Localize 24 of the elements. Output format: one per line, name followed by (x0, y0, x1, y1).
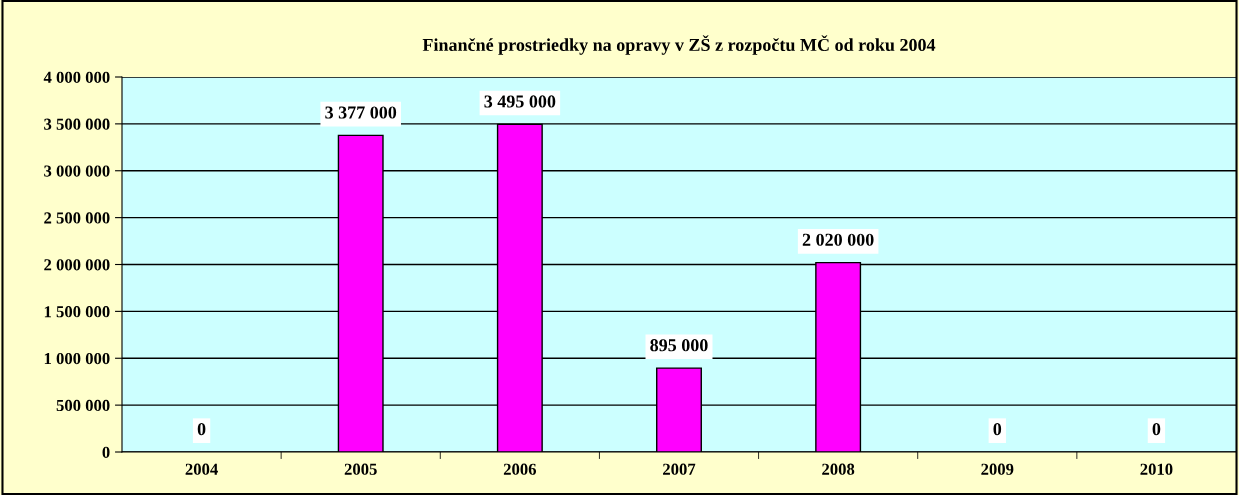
data-label: 0 (993, 423, 1002, 436)
y-tick-label: 1 000 000 (44, 352, 110, 365)
x-tick-label: 2006 (503, 463, 537, 475)
y-tick-label: 0 (102, 446, 110, 458)
data-label: 0 (197, 423, 206, 436)
x-tick-label: 2004 (185, 463, 218, 475)
data-label: 3 495 000 (484, 95, 556, 108)
x-tick-label: 2009 (981, 463, 1014, 475)
y-tick-label: 1 500 000 (44, 306, 110, 318)
x-tick-label: 2008 (822, 463, 855, 475)
data-label: 895 000 (650, 339, 708, 352)
y-tick-label: 4 000 000 (43, 71, 110, 83)
x-tick-label: 2010 (1140, 463, 1173, 475)
data-label: 3 377 000 (325, 106, 397, 119)
y-tick-label: 2 500 000 (44, 212, 110, 224)
x-tick-label: 2007 (663, 463, 696, 475)
y-tick-label: 500 000 (56, 399, 110, 412)
x-tick-label: 2005 (344, 463, 377, 475)
data-label: 2 020 000 (802, 233, 874, 246)
y-tick-label: 2 000 000 (44, 259, 110, 271)
y-tick-label: 3 000 000 (44, 165, 110, 177)
chart-title: Finančné prostriedky na opravy v ZŠ z rozpočtu MČ od roku 2004 (422, 35, 936, 55)
y-tick-label: 3 500 000 (44, 118, 110, 130)
data-label: 0 (1152, 423, 1161, 436)
